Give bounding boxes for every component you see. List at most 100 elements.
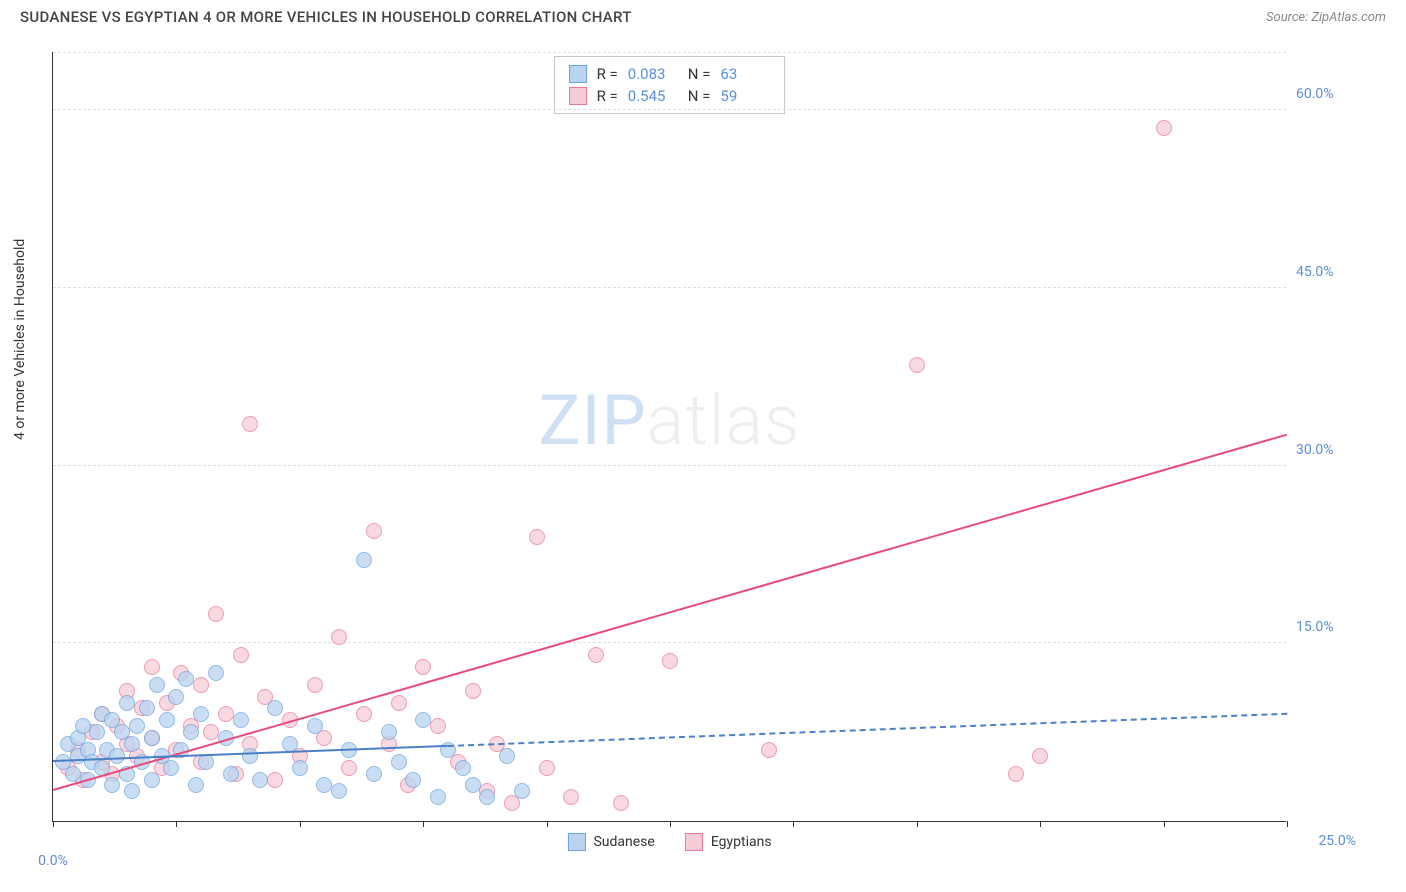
sudanese-point	[109, 748, 125, 764]
sudanese-point	[159, 712, 175, 728]
scatter-chart: ZIPatlas R =0.083N =63R =0.545N =59 Suda…	[52, 52, 1286, 822]
gridline	[53, 52, 1286, 53]
egyptians-point	[613, 795, 629, 811]
sudanese-point	[356, 552, 372, 568]
egyptians-point	[909, 357, 925, 373]
egyptians-point	[356, 706, 372, 722]
x-tick	[793, 821, 794, 827]
sudanese-point	[119, 695, 135, 711]
n-value: 63	[720, 65, 770, 83]
egyptians-point	[218, 706, 234, 722]
sudanese-point	[144, 772, 160, 788]
sudanese-point	[144, 730, 160, 746]
sudanese-point	[391, 754, 407, 770]
sudanese-point	[292, 760, 308, 776]
sudanese-point	[514, 783, 530, 799]
egyptians-point	[1032, 748, 1048, 764]
sudanese-point	[479, 789, 495, 805]
gridline	[53, 109, 1286, 110]
sudanese-point	[267, 700, 283, 716]
sudanese-point	[139, 700, 155, 716]
sudanese-point	[89, 724, 105, 740]
x-tick-label: 25.0%	[1318, 833, 1356, 849]
r-label: R =	[597, 65, 618, 83]
sudanese-point	[381, 724, 397, 740]
egyptians-point	[193, 677, 209, 693]
sudanese-point	[188, 777, 204, 793]
y-tick-label: 45.0%	[1296, 264, 1356, 280]
stats-row: R =0.545N =59	[569, 85, 771, 107]
watermark: ZIPatlas	[539, 380, 801, 462]
sudanese-point	[499, 748, 515, 764]
egyptians-point	[331, 629, 347, 645]
r-value: 0.083	[628, 65, 678, 83]
x-tick-label: 0.0%	[38, 853, 68, 869]
egyptians-point	[415, 659, 431, 675]
gridline	[53, 465, 1286, 466]
egyptians-point	[203, 724, 219, 740]
sudanese-point	[193, 706, 209, 722]
r-label: R =	[597, 87, 618, 105]
bottom-legend: Sudanese Egyptians	[567, 833, 771, 851]
egyptians-point	[307, 677, 323, 693]
legend-item: Sudanese	[567, 833, 654, 851]
sudanese-point	[366, 766, 382, 782]
sudanese-trendline-extrapolated	[448, 712, 1287, 746]
sudanese-point	[282, 736, 298, 752]
sudanese-point	[75, 718, 91, 734]
egyptians-point	[242, 416, 258, 432]
sudanese-point	[163, 760, 179, 776]
x-tick	[53, 821, 54, 827]
egyptians-point	[1156, 120, 1172, 136]
legend-swatch	[569, 65, 587, 83]
egyptians-point	[539, 760, 555, 776]
y-tick-label: 15.0%	[1296, 619, 1356, 635]
egyptians-point	[208, 606, 224, 622]
x-tick	[1287, 821, 1288, 827]
sudanese-point	[415, 712, 431, 728]
egyptians-point	[465, 683, 481, 699]
egyptians-point	[233, 647, 249, 663]
egyptians-point	[391, 695, 407, 711]
legend-swatch	[569, 87, 587, 105]
egyptians-point	[144, 659, 160, 675]
sudanese-point	[223, 766, 239, 782]
egyptians-point	[366, 523, 382, 539]
legend-label: Egyptians	[711, 834, 772, 850]
egyptians-point	[430, 718, 446, 734]
gridline	[53, 287, 1286, 288]
stats-box: R =0.083N =63R =0.545N =59	[554, 56, 786, 114]
sudanese-point	[178, 671, 194, 687]
y-tick-label: 30.0%	[1296, 442, 1356, 458]
sudanese-point	[168, 689, 184, 705]
y-axis-label: 4 or more Vehicles in Household	[12, 239, 28, 440]
egyptians-point	[529, 529, 545, 545]
sudanese-point	[65, 766, 81, 782]
x-tick	[1040, 821, 1041, 827]
source-label: Source: ZipAtlas.com	[1266, 10, 1386, 25]
x-tick	[300, 821, 301, 827]
egyptians-point	[662, 653, 678, 669]
sudanese-point	[104, 777, 120, 793]
x-tick	[917, 821, 918, 827]
sudanese-point	[208, 665, 224, 681]
x-tick	[670, 821, 671, 827]
x-tick	[176, 821, 177, 827]
legend-swatch	[685, 833, 703, 851]
egyptians-point	[761, 742, 777, 758]
x-tick	[547, 821, 548, 827]
legend-label: Sudanese	[593, 834, 654, 850]
sudanese-point	[307, 718, 323, 734]
sudanese-point	[430, 789, 446, 805]
sudanese-point	[124, 736, 140, 752]
sudanese-point	[233, 712, 249, 728]
legend-swatch	[567, 833, 585, 851]
legend-item: Egyptians	[685, 833, 772, 851]
sudanese-point	[183, 724, 199, 740]
r-value: 0.545	[628, 87, 678, 105]
egyptians-point	[341, 760, 357, 776]
chart-title: SUDANESE VS EGYPTIAN 4 OR MORE VEHICLES …	[20, 8, 632, 26]
sudanese-point	[252, 772, 268, 788]
sudanese-point	[242, 748, 258, 764]
sudanese-point	[316, 777, 332, 793]
